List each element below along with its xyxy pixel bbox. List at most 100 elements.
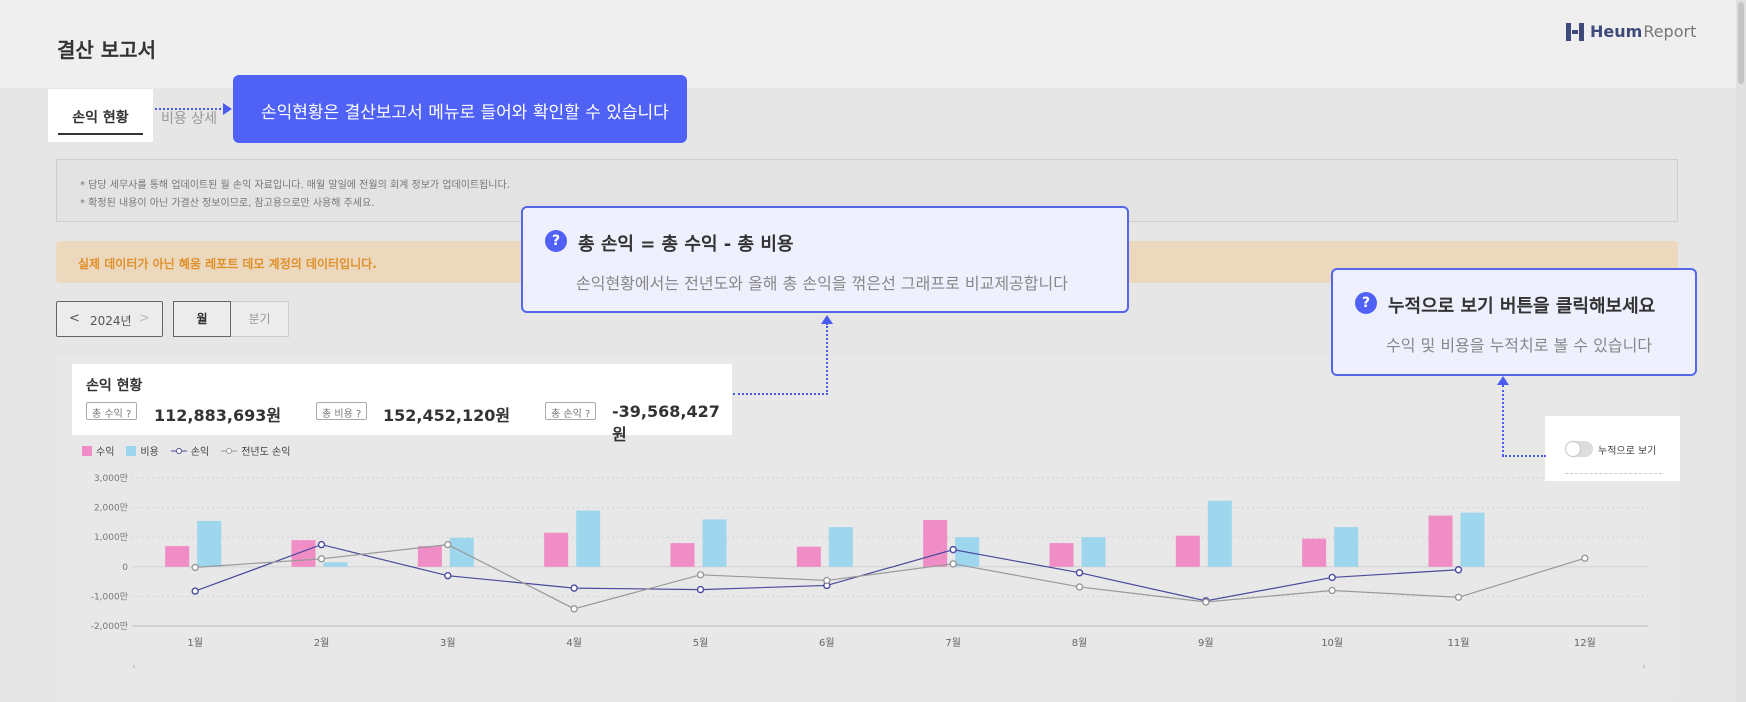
profit-chip[interactable]: 총 손익 ? xyxy=(545,402,597,420)
tooltip-title: 누적으로 보기 버튼을 클릭해보세요 xyxy=(1388,296,1656,317)
profit-point xyxy=(317,540,326,549)
tab-profit-loss[interactable]: 손익 현황 xyxy=(48,89,153,142)
tab-cost-detail[interactable]: 비용 상세 xyxy=(161,111,217,127)
tooltip-title: 총 손익 = 총 수익 - 총 비용 xyxy=(578,234,794,255)
revenue-bar xyxy=(1302,538,1327,567)
question-icon: ? xyxy=(545,230,567,252)
notice-line-1: * 담당 세무사를 통해 업데이트된 월 손익 자료입니다. 매월 말일에 전월… xyxy=(80,180,510,191)
cumulative-toggle-label[interactable]: 누적으로 보기 xyxy=(1598,446,1657,457)
revenue-bar xyxy=(1428,515,1453,567)
revenue-bar xyxy=(291,540,316,567)
x-tick-label: 5월 xyxy=(693,637,709,649)
tooltip-connector xyxy=(826,323,828,395)
x-tick-label: 2월 xyxy=(314,637,330,649)
cost-bar xyxy=(1207,500,1232,567)
x-tick-label: 10월 xyxy=(1321,637,1343,649)
tab-profit-loss-label: 손익 현황 xyxy=(72,110,129,126)
x-tick-label: 1월 xyxy=(187,637,203,649)
tooltip-subtext: 수익 및 비용을 누적치로 볼 수 있습니다 xyxy=(1386,336,1653,355)
legend-prev-profit: 전년도 손익 xyxy=(221,443,290,458)
header: 결산 보고서 Heum Report xyxy=(0,0,1746,88)
prev-profit-point xyxy=(317,555,326,563)
scrollbar-thumb[interactable] xyxy=(1738,2,1744,84)
year-selector: < 2024년 > xyxy=(56,301,163,337)
cost-bar xyxy=(828,527,853,567)
cost-bar xyxy=(1460,512,1485,567)
page-title: 결산 보고서 xyxy=(57,38,156,62)
prev-profit-point xyxy=(1454,593,1463,601)
prev-profit-line xyxy=(195,543,1586,610)
x-tick-label: 7월 xyxy=(945,637,961,649)
period-quarter-button[interactable]: 분기 xyxy=(231,301,289,337)
prev-profit-point xyxy=(1328,586,1336,595)
revenue-bar xyxy=(796,546,821,567)
revenue-bar xyxy=(670,543,695,567)
question-icon: ? xyxy=(1355,292,1377,314)
x-tick-label: 9월 xyxy=(1198,637,1214,649)
brand-name-bold: Heum xyxy=(1590,22,1643,41)
profit-loss-chart: 3,000만 2,000만 1,000만 0 -1,000만 -2,000만 1월 2월 3월 4… xyxy=(91,473,1648,672)
tooltip-arrow-icon xyxy=(223,103,232,115)
tooltip-connector xyxy=(1502,455,1546,457)
profit-point xyxy=(191,587,199,595)
legend-cost: 비용 xyxy=(126,443,159,458)
cost-bar xyxy=(197,520,222,567)
chevron-right-icon[interactable]: > xyxy=(139,311,150,326)
legend-revenue: 수익 xyxy=(82,443,114,458)
tab-active-underline xyxy=(58,133,143,135)
y-tick-label: 3,000만 xyxy=(94,473,128,484)
heum-logo-icon xyxy=(1566,22,1584,41)
help-icon: ? xyxy=(584,409,591,420)
line-marker-icon xyxy=(170,447,187,454)
toggle-knob xyxy=(1566,442,1580,456)
cost-bar xyxy=(576,510,601,567)
x-tick-label: 3월 xyxy=(440,637,456,649)
year-label: 2024년 xyxy=(90,314,132,328)
prev-profit-point xyxy=(696,571,705,579)
prev-profit-point xyxy=(949,560,957,568)
cost-bar xyxy=(702,519,727,567)
x-tick-label: 6월 xyxy=(819,637,835,649)
cost-bar xyxy=(323,562,348,567)
profit-point xyxy=(570,584,578,592)
y-tick-label: 1,000만 xyxy=(94,532,128,543)
help-icon: ? xyxy=(125,409,132,420)
page-scrollbar[interactable] xyxy=(1736,0,1746,702)
prev-profit-point xyxy=(191,563,199,572)
revenue-total: 112,883,693원 xyxy=(154,406,282,425)
cost-chip-label: 총 비용 xyxy=(322,409,353,420)
prev-profit-point xyxy=(444,540,452,549)
total-profit-tooltip: ? 총 손익 = 총 수익 - 총 비용 손익현황에서는 전년도와 올해 총 손… xyxy=(521,206,1129,313)
revenue-bar xyxy=(165,546,190,567)
cost-chip[interactable]: 총 비용 ? xyxy=(316,402,368,420)
profit-point xyxy=(696,585,705,594)
profit-point xyxy=(1075,569,1084,577)
profit-line xyxy=(194,543,1459,602)
prev-profit-point xyxy=(1202,598,1210,606)
menu-guide-tooltip: 손익현황은 결산보고서 메뉴로 들어와 확인할 수 있습니다 xyxy=(233,75,687,143)
tooltip-subtext: 손익현황에서는 전년도와 올해 총 손익을 꺾은선 그래프로 비교제공합니다 xyxy=(576,274,1068,293)
notice-line-2: * 확정된 내용이 아닌 가결산 정보이므로, 참고용으로만 사용해 주세요. xyxy=(80,198,375,209)
x-tick-label: 4월 xyxy=(566,637,582,649)
demo-banner-text: 실제 데이터가 아닌 혜움 레포트 데모 계정의 데이터입니다. xyxy=(78,257,377,271)
tooltip-connector xyxy=(1502,385,1504,456)
period-month-button[interactable]: 월 xyxy=(173,301,231,337)
arrow-up-icon xyxy=(1497,376,1509,385)
divider xyxy=(1565,473,1662,474)
revenue-bar xyxy=(923,520,948,567)
profit-point xyxy=(1454,566,1463,574)
help-icon: ? xyxy=(355,409,362,420)
cost-total: 152,452,120원 xyxy=(383,406,511,425)
y-tick-label: -2,000만 xyxy=(91,621,128,632)
cost-bar xyxy=(1334,527,1359,567)
profit-point xyxy=(1328,573,1336,582)
line-marker-icon xyxy=(221,447,238,454)
cumulative-toggle[interactable] xyxy=(1565,441,1593,457)
chart-legend: 수익 비용 손익 전년도 손익 xyxy=(82,443,290,458)
chevron-left-icon[interactable]: < xyxy=(69,311,80,326)
revenue-chip[interactable]: 총 수익 ? xyxy=(86,402,138,420)
revenue-bar xyxy=(1175,535,1200,567)
brand-logo: Heum Report xyxy=(1566,22,1696,41)
summary-card: 손익 현황 총 수익 ? 112,883,693원 총 비용 ? 152,452… xyxy=(72,364,732,444)
x-tick-label: 8월 xyxy=(1072,637,1088,649)
